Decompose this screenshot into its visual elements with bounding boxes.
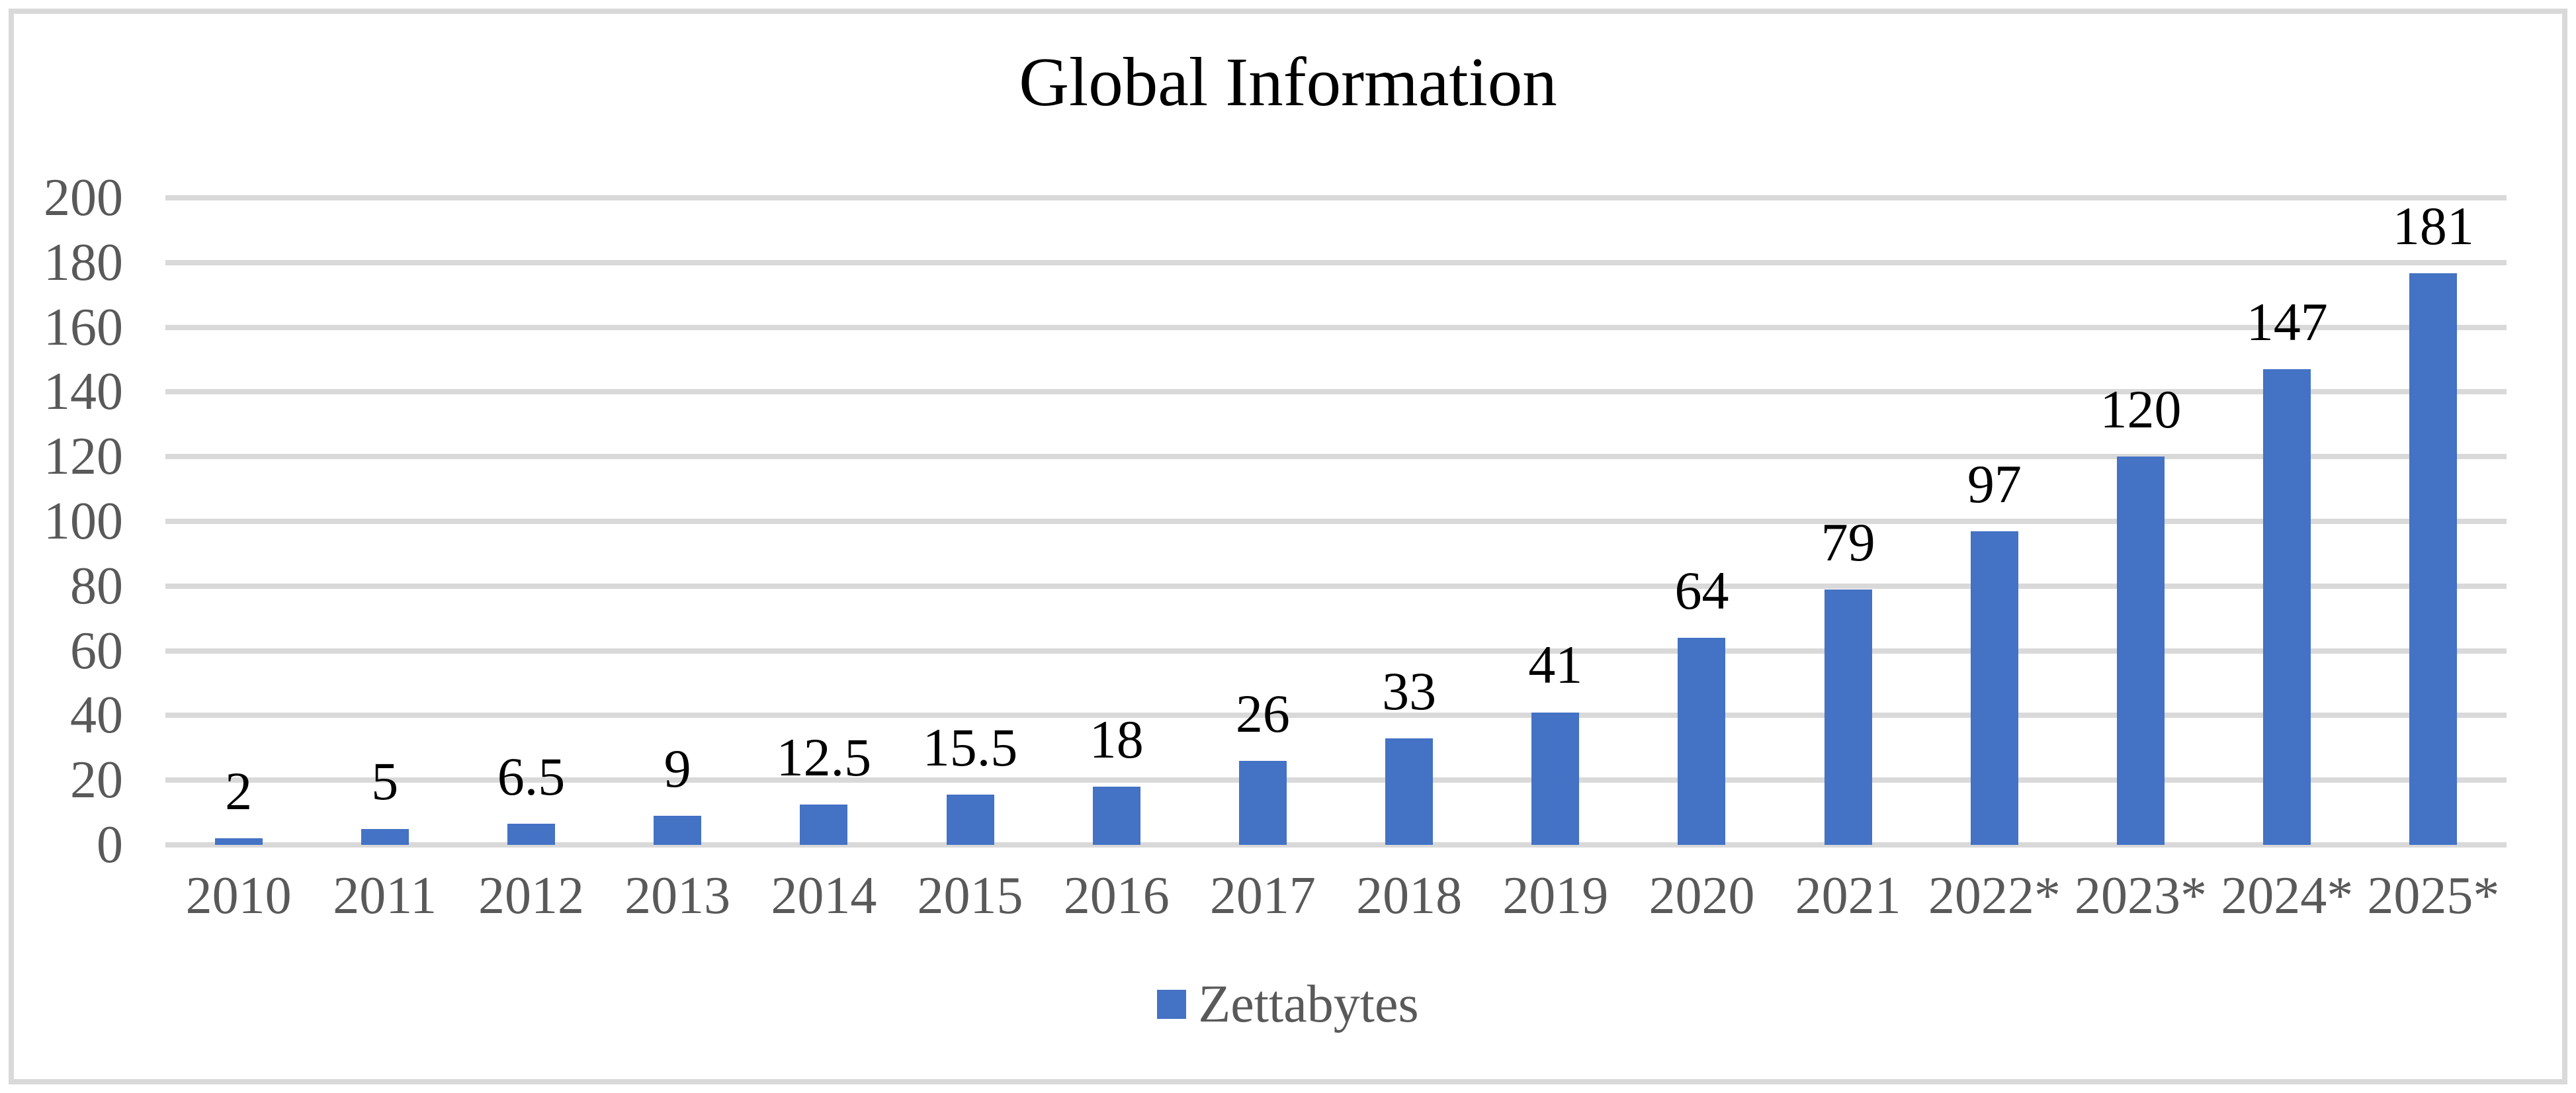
bar [361, 828, 409, 845]
bar [507, 824, 555, 845]
bar [1970, 531, 2018, 845]
bar-value-label: 26 [1235, 683, 1290, 744]
bar [214, 838, 263, 845]
x-axis-label: 2013 [624, 867, 731, 925]
bar-value-label: 120 [2100, 379, 2182, 440]
bar-group: 2 [165, 198, 312, 845]
bar-group: 18 [1043, 198, 1189, 845]
bar-value-label: 6.5 [497, 746, 566, 807]
bar-group: 120 [2067, 198, 2213, 845]
gridline [165, 583, 2507, 589]
x-axis-label: 2025* [2367, 867, 2500, 925]
gridline [165, 713, 2507, 719]
legend-label: Zettabytes [1198, 975, 1419, 1033]
bar-value-label: 64 [1674, 560, 1729, 621]
bar-group: 15.5 [897, 198, 1043, 845]
bar-value-label: 97 [1967, 453, 2022, 514]
gridline [165, 454, 2507, 460]
y-axis-tick-label: 200 [44, 169, 123, 227]
x-axis: 2010 2011 2012 2013 2014 2015 2016 2017 … [165, 865, 2507, 926]
bar-value-label: 41 [1528, 634, 1583, 695]
bar-group: 26 [1189, 198, 1336, 845]
legend: Zettabytes [0, 978, 2576, 1031]
gridline [165, 519, 2507, 524]
bar [800, 804, 848, 845]
y-axis-tick-label: 160 [44, 298, 123, 357]
bar-value-label: 2 [225, 761, 253, 822]
bar-group: 12.5 [751, 198, 897, 845]
bar-group: 64 [1629, 198, 1775, 845]
x-axis-label: 2019 [1502, 867, 1609, 925]
bar-value-label: 33 [1382, 660, 1437, 721]
y-axis-tick-label: 180 [44, 233, 123, 292]
bar [1531, 712, 1580, 845]
bar-group: 181 [2360, 196, 2507, 845]
x-axis-label: 2021 [1795, 867, 1901, 925]
gridline [165, 842, 2507, 848]
bar-group: 33 [1336, 198, 1482, 845]
bar-series-zettabytes: 2 5 6.5 9 12.5 15.5 [165, 196, 2507, 845]
x-axis-label: 2018 [1356, 867, 1463, 925]
chart-title: Global Information [1019, 43, 1557, 120]
bar [2263, 369, 2311, 845]
y-axis-tick-label: 80 [70, 556, 123, 615]
x-axis-label: 2017 [1209, 867, 1316, 925]
y-axis-tick-label: 100 [44, 492, 123, 550]
bar [654, 816, 702, 845]
bar-value-label: 147 [2246, 292, 2328, 353]
gridline [165, 648, 2507, 654]
y-axis-tick-label: 0 [97, 816, 123, 874]
gridline [165, 259, 2507, 265]
bar-value-label: 181 [2392, 196, 2474, 256]
bar-value-label: 79 [1821, 511, 1875, 572]
x-axis-label: 2020 [1649, 867, 1755, 925]
y-axis-tick-label: 40 [70, 686, 123, 745]
bar [1238, 760, 1287, 845]
gridline [165, 389, 2507, 395]
bar [2117, 457, 2165, 845]
x-axis-label: 2011 [333, 867, 437, 925]
x-axis-label: 2024* [2221, 867, 2354, 925]
y-axis: 0 20 40 60 80 100 120 140 160 180 200 [0, 171, 123, 871]
bar-group: 41 [1482, 198, 1629, 845]
plot-area: 2 5 6.5 9 12.5 15.5 [165, 195, 2507, 848]
bar [2409, 273, 2458, 845]
bar-group: 9 [605, 198, 751, 845]
bar-group: 97 [1921, 198, 2067, 845]
x-axis-label: 2014 [771, 867, 877, 925]
bar [1092, 786, 1140, 845]
y-axis-tick-label: 120 [44, 427, 123, 486]
bar-group: 147 [2214, 198, 2360, 845]
x-axis-label: 2022* [1928, 867, 2061, 925]
x-axis-label: 2016 [1063, 867, 1170, 925]
bar-value-label: 12.5 [776, 726, 872, 787]
bar [1824, 589, 1872, 845]
y-axis-tick-label: 140 [44, 363, 123, 421]
y-axis-tick-label: 20 [70, 751, 123, 810]
bar [1385, 738, 1434, 845]
bar [1678, 638, 1726, 845]
bar-value-label: 18 [1089, 709, 1144, 769]
bar-group: 5 [312, 198, 458, 845]
bar [946, 795, 994, 845]
bar-value-label: 9 [664, 738, 691, 799]
x-axis-label: 2010 [185, 867, 292, 925]
legend-swatch-icon [1157, 990, 1187, 1019]
x-axis-label: 2023* [2075, 867, 2208, 925]
y-axis-tick-label: 60 [70, 621, 123, 680]
bar-group: 6.5 [458, 198, 604, 845]
bar-value-label: 15.5 [922, 717, 1018, 778]
gridline [165, 777, 2507, 783]
bar-group: 79 [1775, 198, 1921, 845]
bar-value-label: 5 [371, 751, 399, 812]
gridline [165, 324, 2507, 330]
gridline [165, 195, 2507, 200]
x-axis-label: 2012 [478, 867, 584, 925]
x-axis-label: 2015 [917, 867, 1023, 925]
